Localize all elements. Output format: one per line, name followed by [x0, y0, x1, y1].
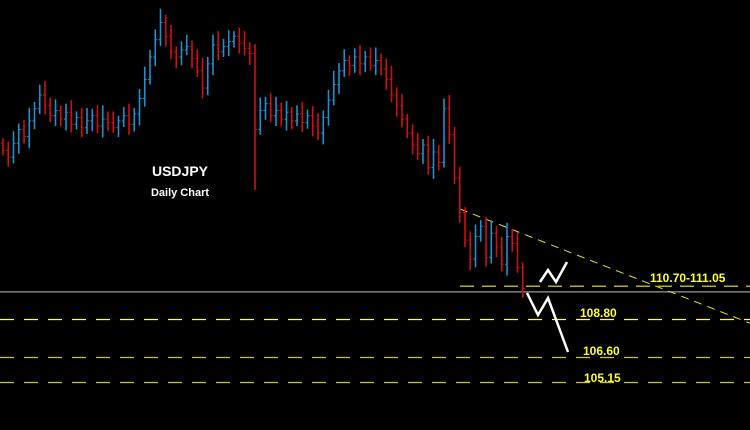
level-label-105-15: 105.15	[584, 371, 621, 385]
forecast-down-path	[525, 292, 570, 353]
chart-subtitle: Daily Chart	[150, 187, 210, 199]
level-label-106-60: 106.60	[583, 344, 620, 358]
level-label-108-80: 108.80	[580, 306, 617, 320]
level-label-resistance: 110.70-111.05	[650, 271, 726, 285]
forecast-up-path	[538, 261, 569, 285]
trendline	[459, 208, 750, 324]
chart-title: USDJPY	[151, 163, 209, 179]
